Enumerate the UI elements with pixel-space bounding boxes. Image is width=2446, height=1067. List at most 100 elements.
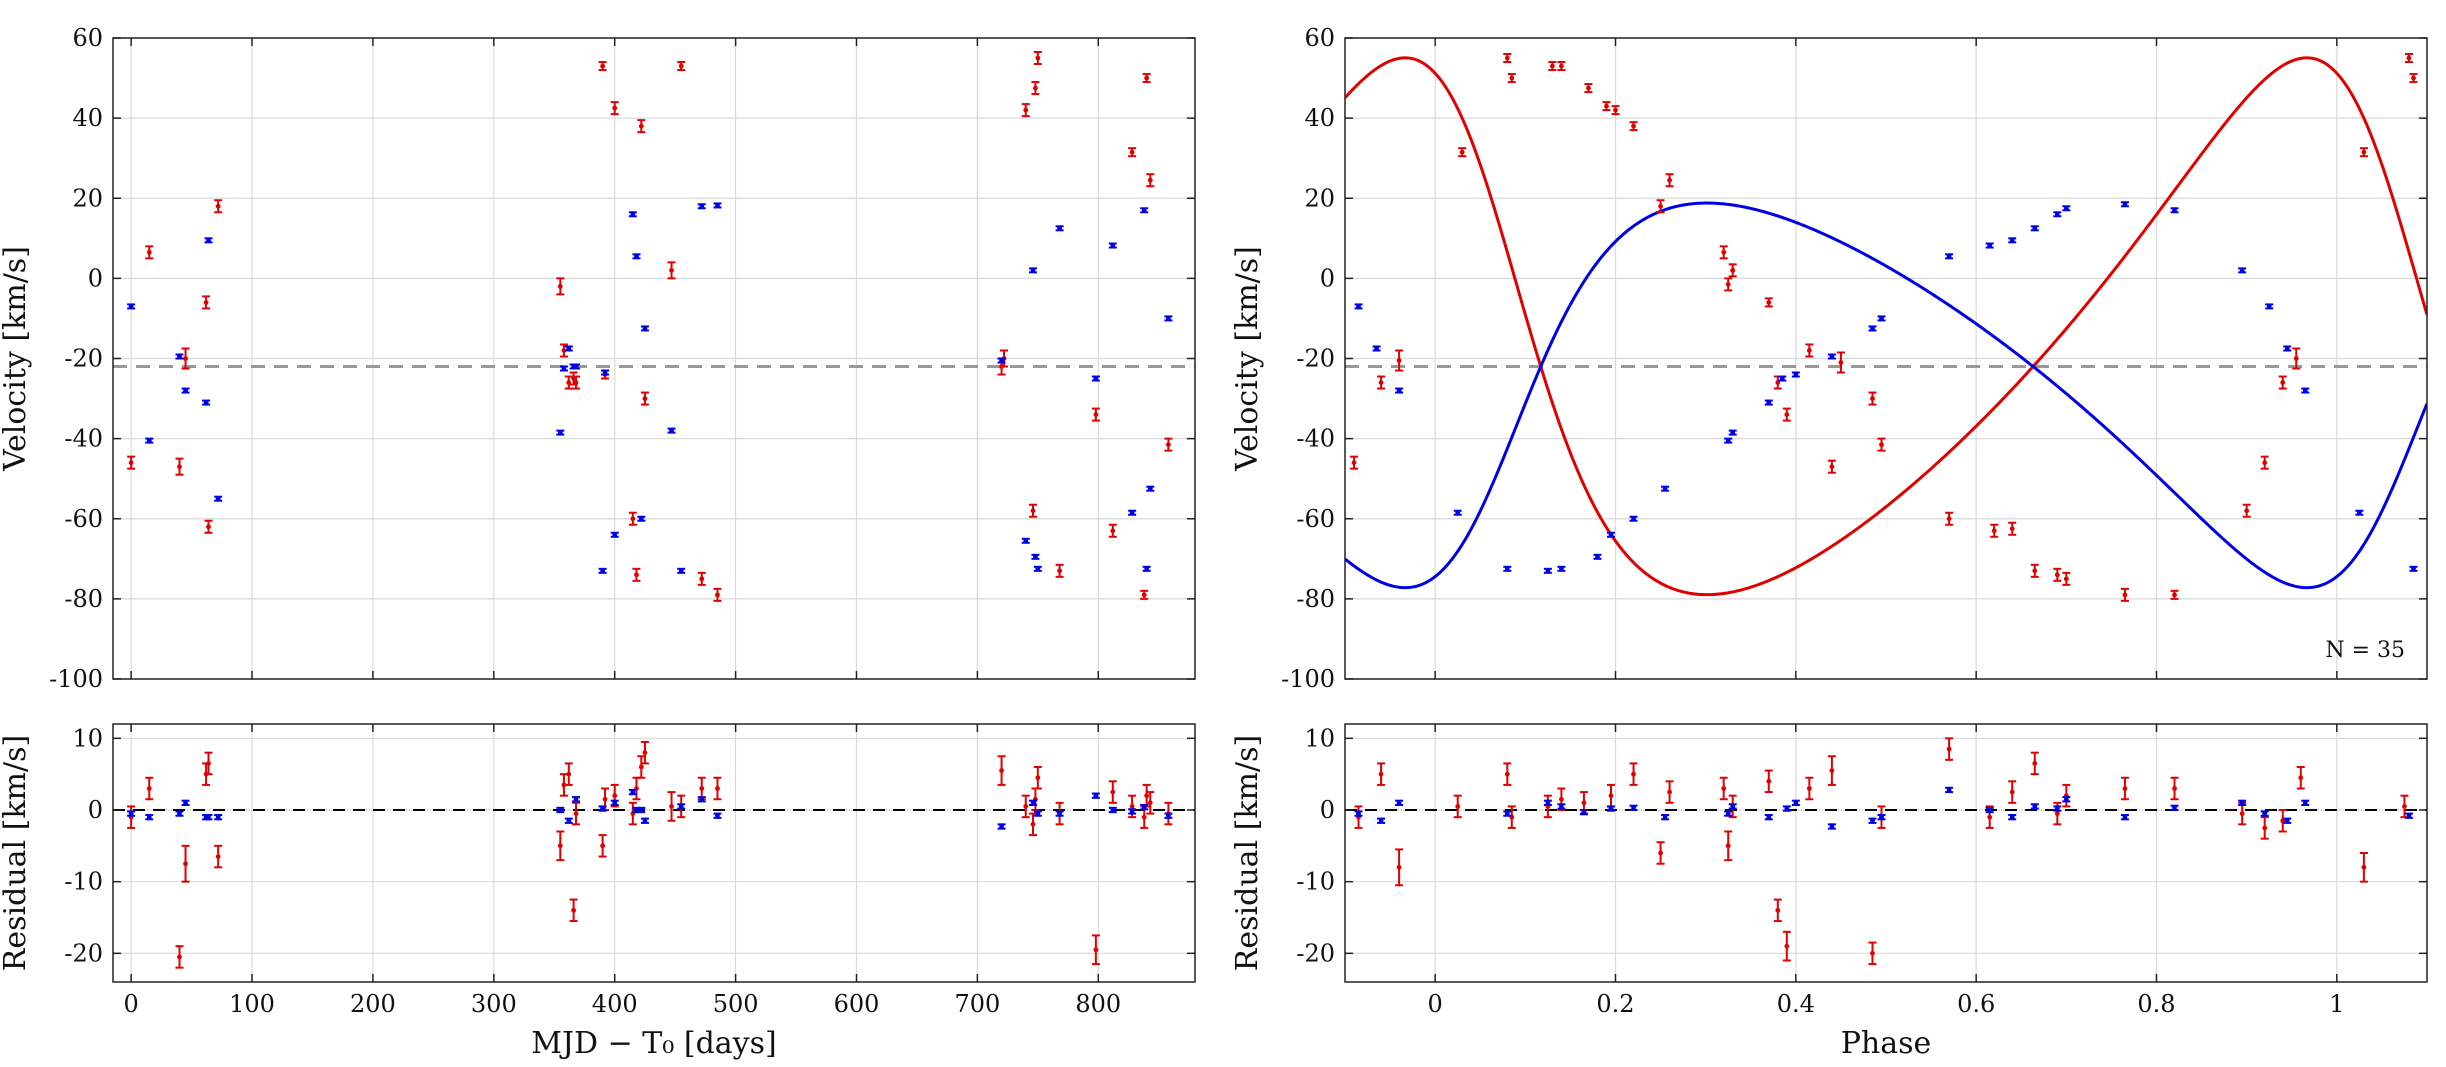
marker xyxy=(1725,438,1731,444)
marker xyxy=(1721,249,1727,255)
marker xyxy=(642,750,648,756)
x-tick-label: 300 xyxy=(471,990,517,1018)
marker xyxy=(1455,804,1461,809)
marker xyxy=(699,796,705,802)
marker xyxy=(2122,786,2128,791)
marker xyxy=(1946,516,1952,522)
data-point-primary xyxy=(2359,147,2368,158)
data-point-primary xyxy=(637,755,646,779)
y-axis-label: Residual [km/s] xyxy=(1230,735,1265,971)
data-point-secondary xyxy=(1503,810,1512,817)
data-point-primary xyxy=(181,844,190,883)
marker xyxy=(1725,843,1731,849)
marker xyxy=(1667,177,1672,183)
marker xyxy=(1595,554,1600,560)
marker xyxy=(1030,508,1036,514)
marker xyxy=(642,818,648,824)
data-point-primary xyxy=(632,776,641,801)
data-point-primary xyxy=(1507,73,1516,84)
orbit-curve-primary xyxy=(1345,56,2427,597)
marker xyxy=(1829,354,1835,359)
marker xyxy=(557,807,563,813)
marker xyxy=(2032,225,2038,231)
data-point-secondary xyxy=(1128,509,1137,516)
data-point-primary xyxy=(1033,51,1042,66)
marker xyxy=(2406,55,2412,61)
data-point-secondary xyxy=(677,803,686,810)
marker xyxy=(1129,809,1135,814)
marker xyxy=(1766,300,1772,305)
data-point-secondary xyxy=(1606,531,1615,538)
data-point-secondary xyxy=(2030,225,2039,232)
marker xyxy=(715,592,720,598)
marker xyxy=(2032,568,2038,574)
data-point-primary xyxy=(1629,121,1638,132)
marker xyxy=(1374,346,1379,351)
data-point-secondary xyxy=(1791,371,1800,378)
marker xyxy=(1608,793,1614,799)
marker xyxy=(2361,149,2367,155)
x-tick-label: 500 xyxy=(713,990,759,1018)
y-tick-label: 0 xyxy=(88,264,103,292)
data-point-primary xyxy=(1377,375,1386,390)
data-point-secondary xyxy=(1543,799,1552,806)
marker xyxy=(630,211,636,217)
data-point-primary xyxy=(2260,816,2269,840)
marker xyxy=(1793,800,1799,806)
data-point-secondary xyxy=(214,495,223,502)
marker xyxy=(1035,811,1041,816)
data-point-primary xyxy=(1021,794,1030,819)
y-tick-label: 40 xyxy=(72,104,103,132)
data-point-primary xyxy=(1665,173,1674,188)
data-point-secondary xyxy=(1091,375,1100,382)
marker xyxy=(1057,225,1062,231)
marker xyxy=(566,771,572,777)
marker xyxy=(2009,237,2015,243)
marker xyxy=(128,811,134,816)
marker xyxy=(128,460,134,466)
data-point-primary xyxy=(637,119,646,134)
marker xyxy=(1559,796,1564,802)
data-point-primary xyxy=(1805,776,1814,801)
data-point-primary xyxy=(2238,801,2247,826)
data-point-primary xyxy=(2053,567,2062,582)
data-point-secondary xyxy=(1164,315,1173,322)
marker xyxy=(1730,267,1736,273)
marker xyxy=(183,861,188,867)
marker xyxy=(557,430,563,436)
marker xyxy=(1030,821,1036,827)
marker xyxy=(1023,538,1029,544)
data-point-secondary xyxy=(640,325,649,332)
series-primary xyxy=(1350,53,2418,602)
y-tick-label: -100 xyxy=(49,665,103,693)
marker xyxy=(1147,486,1153,492)
data-point-secondary xyxy=(1629,515,1638,522)
marker xyxy=(1784,806,1790,811)
data-point-secondary xyxy=(997,823,1006,830)
data-point-primary xyxy=(564,375,573,390)
data-point-secondary xyxy=(1372,345,1381,352)
data-point-secondary xyxy=(667,427,676,434)
marker xyxy=(573,380,579,385)
marker xyxy=(1987,807,1993,813)
data-point-primary xyxy=(713,776,722,801)
marker xyxy=(634,253,639,259)
data-point-secondary xyxy=(556,429,565,436)
data-point-secondary xyxy=(1029,799,1038,806)
marker xyxy=(2406,813,2412,819)
data-point-secondary xyxy=(1945,786,1954,794)
data-point-secondary xyxy=(628,788,637,796)
marker xyxy=(1829,768,1835,773)
data-point-secondary xyxy=(1033,810,1042,817)
data-point-secondary xyxy=(1108,242,1117,249)
data-point-primary xyxy=(628,511,637,526)
data-point-primary xyxy=(204,519,213,534)
data-point-primary xyxy=(997,755,1006,786)
marker xyxy=(573,364,579,369)
grid xyxy=(1345,37,2427,680)
y-tick-label: -10 xyxy=(64,868,103,896)
marker xyxy=(215,203,221,209)
data-point-primary xyxy=(1945,511,1954,526)
data-point-primary xyxy=(1453,794,1462,819)
marker xyxy=(177,464,182,470)
